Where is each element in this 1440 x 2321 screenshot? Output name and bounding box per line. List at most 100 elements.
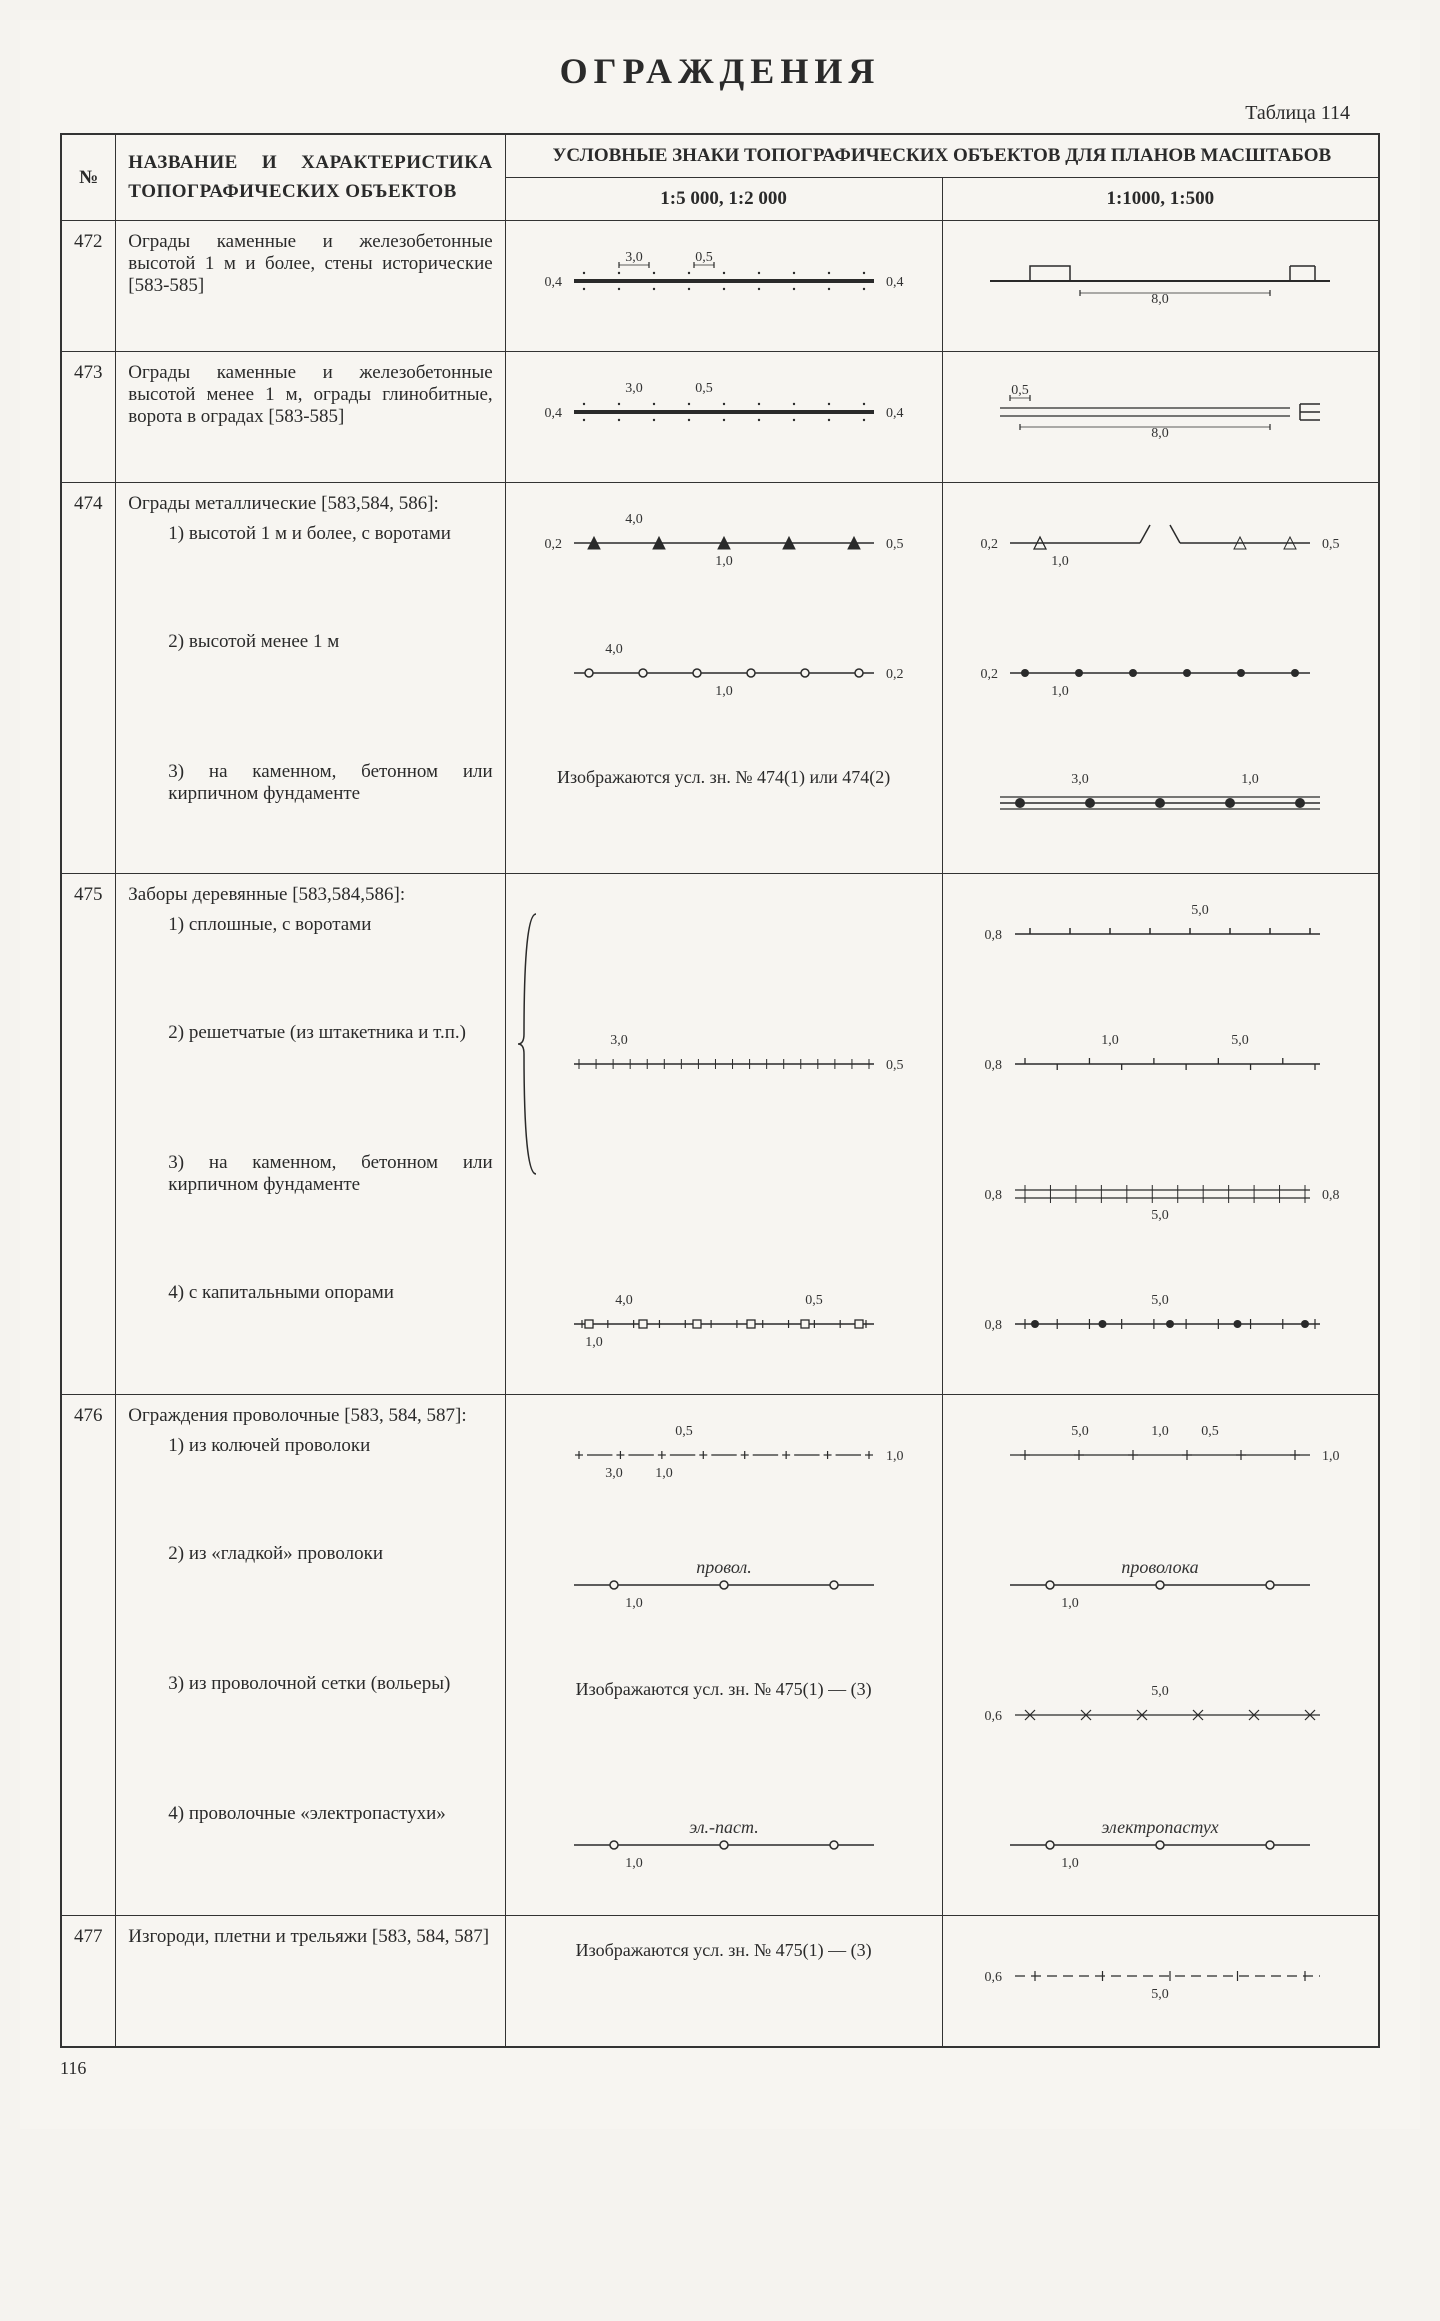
svg-text:провол.: провол. [696, 1557, 751, 1577]
symbol-cell: провол.1,0 [505, 1525, 942, 1655]
svg-text:5,0: 5,0 [1152, 1208, 1170, 1223]
svg-text:5,0: 5,0 [1152, 1293, 1170, 1308]
svg-text:0,2: 0,2 [544, 537, 562, 552]
row-desc: 3) на каменном, бетонном или кирпичном ф… [116, 1134, 505, 1264]
svg-text:5,0: 5,0 [1192, 903, 1210, 918]
row-num: 475 [61, 874, 116, 1395]
symbol-cell: 3,0 1,0 [942, 743, 1379, 874]
symbol-cell [505, 874, 942, 1005]
symbol-cell: 0,2 0,5 1,0 [942, 483, 1379, 614]
symbol-cell [505, 1134, 942, 1264]
svg-text:0,2: 0,2 [981, 537, 999, 552]
row-num: 477 [61, 1916, 116, 2048]
symbol-cell: эл.-паст.1,0 [505, 1785, 942, 1916]
svg-text:8,0: 8,0 [1152, 292, 1170, 307]
row-desc: 2) из «гладкой» проволоки [116, 1525, 505, 1655]
svg-text:0,4: 0,4 [544, 275, 562, 290]
table-caption: Таблица 114 [60, 102, 1380, 125]
symbol-cell: 0,53,01,01,0 [505, 1395, 942, 1526]
symbol-cell: 0,8 5,0 [942, 1264, 1379, 1395]
svg-text:0,5: 0,5 [695, 381, 713, 396]
svg-text:0,5: 0,5 [886, 1058, 904, 1073]
symbol-cell: 3,0 0,5 0,4 0,4 [505, 352, 942, 483]
svg-text:1,0: 1,0 [1052, 684, 1070, 699]
row-desc: Заборы деревянные [583,584,586]:1) сплош… [116, 874, 505, 1005]
svg-text:0,6: 0,6 [985, 1709, 1003, 1724]
symbol-cell: 3,0 0,5 [505, 1004, 942, 1134]
row-desc: 3) из проволочной сетки (вольеры) [116, 1655, 505, 1785]
svg-text:0,6: 0,6 [985, 1970, 1003, 1985]
symbol-cell: Изображаются усл. зн. № 474(1) или 474(2… [505, 743, 942, 874]
symbol-cell: 4,0 0,2 0,5 1,0 [505, 483, 942, 614]
symbol-note: Изображаются усл. зн. № 474(1) или 474(2… [518, 765, 930, 790]
svg-text:0,4: 0,4 [544, 406, 562, 421]
main-table: № НАЗВАНИЕ И ХАРАКТЕРИСТИКА ТОПОГРАФИЧЕС… [60, 133, 1380, 2048]
symbol-cell: 4,00,51,0 [505, 1264, 942, 1395]
header-scale1: 1:5 000, 1:2 000 [505, 178, 942, 221]
svg-text:1,0: 1,0 [1062, 1856, 1080, 1871]
svg-text:1,0: 1,0 [715, 684, 733, 699]
row-desc: 3) на каменном, бетонном или кирпичном ф… [116, 743, 505, 874]
svg-text:5,0: 5,0 [1072, 1424, 1090, 1439]
symbol-cell: 0,58,0 [942, 352, 1379, 483]
svg-text:3,0: 3,0 [610, 1033, 628, 1048]
header-scale2: 1:1000, 1:500 [942, 178, 1379, 221]
symbol-cell: Изображаются усл. зн. № 475(1) — (3) [505, 1655, 942, 1785]
symbol-note: Изображаются усл. зн. № 475(1) — (3) [518, 1938, 930, 1963]
svg-text:электропастух: электропастух [1102, 1817, 1219, 1837]
row-desc: Изгороди, плетни и трельяжи [583, 584, 5… [116, 1916, 505, 2048]
symbol-cell: Изображаются усл. зн. № 475(1) — (3) [505, 1916, 942, 2048]
svg-text:0,8: 0,8 [985, 1188, 1003, 1203]
symbol-cell: 0,8 0,8 5,0 [942, 1134, 1379, 1264]
svg-text:3,0: 3,0 [625, 381, 643, 396]
svg-text:4,0: 4,0 [615, 1293, 633, 1308]
svg-text:1,0: 1,0 [1152, 1424, 1170, 1439]
svg-text:1,0: 1,0 [1322, 1449, 1340, 1464]
svg-text:0,2: 0,2 [886, 667, 904, 682]
svg-text:0,8: 0,8 [985, 1318, 1003, 1333]
svg-text:3,0: 3,0 [625, 250, 643, 265]
svg-text:1,0: 1,0 [1062, 1596, 1080, 1611]
svg-text:3,0: 3,0 [1072, 772, 1090, 787]
svg-text:0,4: 0,4 [886, 275, 904, 290]
svg-text:0,5: 0,5 [886, 537, 904, 552]
symbol-cell: 0,8 1,0 5,0 [942, 1004, 1379, 1134]
svg-text:1,0: 1,0 [715, 554, 733, 569]
row-desc: 2) решетчатые (из штакетника и т.п.) [116, 1004, 505, 1134]
row-desc: Ограждения проволочные [583, 584, 587]:1… [116, 1395, 505, 1526]
svg-text:1,0: 1,0 [1102, 1033, 1120, 1048]
svg-text:1,0: 1,0 [1242, 772, 1260, 787]
row-num: 474 [61, 483, 116, 874]
symbol-cell: 4,0 0,2 1,0 [505, 613, 942, 743]
symbol-cell: 3,0 0,5 0,4 0,4 [505, 221, 942, 352]
row-num: 472 [61, 221, 116, 352]
header-signs: УСЛОВНЫЕ ЗНАКИ ТОПОГРАФИЧЕСКИХ ОБЪЕКТОВ … [505, 134, 1379, 178]
svg-text:0,4: 0,4 [886, 406, 904, 421]
svg-text:0,5: 0,5 [1012, 383, 1030, 398]
row-desc: Ограды металлические [583,584, 586]:1) в… [116, 483, 505, 614]
svg-text:0,5: 0,5 [675, 1424, 693, 1439]
svg-text:0,8: 0,8 [1322, 1188, 1340, 1203]
svg-text:0,8: 0,8 [985, 1058, 1003, 1073]
symbol-cell: 8,0 [942, 221, 1379, 352]
svg-text:4,0: 4,0 [605, 642, 623, 657]
svg-text:проволока: проволока [1122, 1557, 1199, 1577]
row-desc: Ограды каменные и железобетонные высотой… [116, 221, 505, 352]
svg-text:1,0: 1,0 [625, 1856, 643, 1871]
svg-text:0,5: 0,5 [1322, 537, 1340, 552]
svg-text:0,5: 0,5 [1202, 1424, 1220, 1439]
svg-text:5,0: 5,0 [1232, 1033, 1250, 1048]
svg-text:0,8: 0,8 [985, 928, 1003, 943]
symbol-cell: 0,65,0 [942, 1916, 1379, 2048]
svg-text:4,0: 4,0 [625, 512, 643, 527]
row-num: 476 [61, 1395, 116, 1916]
header-num: № [61, 134, 116, 221]
symbol-cell: 0,21,0 [942, 613, 1379, 743]
row-num: 473 [61, 352, 116, 483]
page-number: 116 [60, 2058, 1380, 2079]
svg-text:5,0: 5,0 [1152, 1684, 1170, 1699]
svg-text:0,5: 0,5 [695, 250, 713, 265]
symbol-cell: 0,8 5,0 [942, 874, 1379, 1005]
svg-text:1,0: 1,0 [585, 1335, 603, 1350]
svg-text:1,0: 1,0 [1052, 554, 1070, 569]
